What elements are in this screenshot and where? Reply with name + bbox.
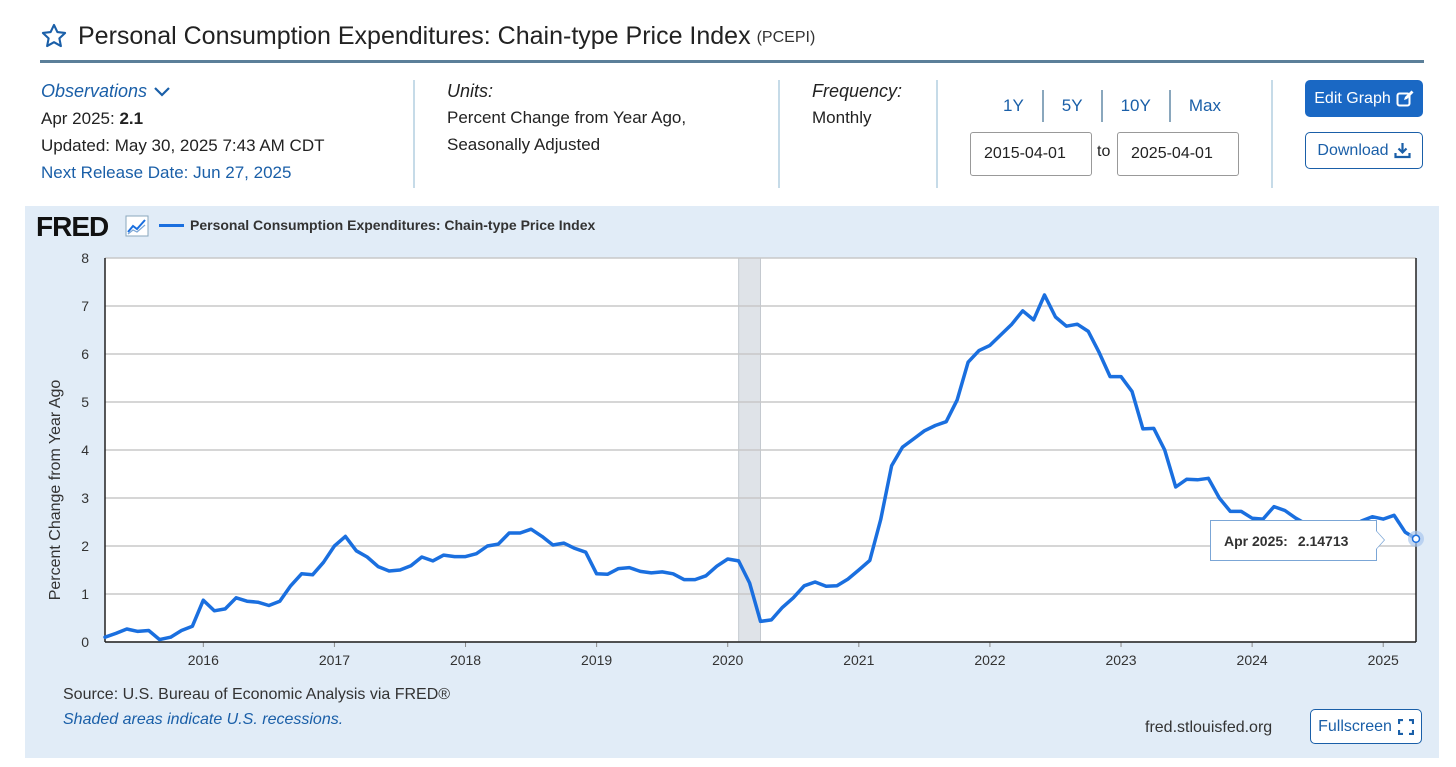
legend-swatch xyxy=(159,223,184,227)
recession-note[interactable]: Shaded areas indicate U.S. recessions. xyxy=(63,711,344,728)
units-line-2: Seasonally Adjusted xyxy=(447,135,601,154)
observations-label[interactable]: Observations xyxy=(41,81,148,101)
chart-tooltip: Apr 2025: 2.14713 xyxy=(1210,520,1377,561)
y-tick-label: 6 xyxy=(81,346,89,362)
frequency-block: Frequency: Monthly xyxy=(812,78,902,131)
edit-graph-button[interactable]: Edit Graph xyxy=(1305,80,1423,117)
series-line xyxy=(103,293,1418,642)
date-range-to-label: to xyxy=(1097,143,1111,160)
tooltip-date: Apr 2025: xyxy=(1224,532,1288,549)
units-label: Units: xyxy=(447,81,494,101)
y-tick-label: 8 xyxy=(81,250,89,266)
observations-dropdown[interactable]: Observations xyxy=(41,78,325,105)
y-tick-label: 5 xyxy=(81,394,89,410)
y-tick-label: 2 xyxy=(81,538,89,554)
units-line-1: Percent Change from Year Ago, xyxy=(447,108,687,127)
updated-text: Updated: May 30, 2025 7:43 AM CDT xyxy=(41,136,325,155)
range-max-button[interactable]: Max xyxy=(1188,96,1221,115)
y-tick-label: 0 xyxy=(81,634,89,650)
page-title: Personal Consumption Expenditures: Chain… xyxy=(78,21,751,50)
divider xyxy=(1271,80,1273,188)
latest-date: Apr 2025: xyxy=(41,109,115,128)
observations-block: Observations Apr 2025: 2.1 Updated: May … xyxy=(41,78,325,186)
site-link[interactable]: fred.stlouisfed.org xyxy=(1145,719,1273,736)
fullscreen-label: Fullscreen xyxy=(1318,717,1392,735)
tooltip-arrow xyxy=(1376,531,1384,549)
range-1y-button[interactable]: 1Y xyxy=(985,90,1044,122)
x-tick-label: 2019 xyxy=(581,652,612,668)
chevron-down-icon[interactable] xyxy=(153,86,171,98)
y-tick-label: 3 xyxy=(81,490,89,506)
title-row: Personal Consumption Expenditures: Chain… xyxy=(40,16,815,56)
range-buttons: 1Y 5Y 10Y Max xyxy=(985,90,1239,122)
y-tick-label: 7 xyxy=(81,298,89,314)
fred-graph-icon xyxy=(125,215,149,237)
tooltip-value: 2.14713 xyxy=(1297,532,1349,549)
download-icon xyxy=(1393,143,1411,159)
fred-logo: FRED xyxy=(36,211,109,242)
y-axis-title: Percent Change from Year Ago xyxy=(47,380,64,601)
star-icon[interactable] xyxy=(40,22,68,50)
chart-legend: Personal Consumption Expenditures: Chain… xyxy=(159,217,595,233)
title-divider xyxy=(40,60,1424,63)
x-tick-label: 2021 xyxy=(843,652,874,668)
divider xyxy=(936,80,938,188)
range-5y-button[interactable]: 5Y xyxy=(1044,90,1103,122)
fullscreen-icon xyxy=(1397,718,1414,735)
next-release-link[interactable]: Next Release Date: Jun 27, 2025 xyxy=(41,163,292,182)
divider xyxy=(413,80,415,188)
divider xyxy=(778,80,780,188)
x-tick-label: 2017 xyxy=(319,652,350,668)
fullscreen-button[interactable]: Fullscreen xyxy=(1310,709,1422,744)
latest-observation: Apr 2025: 2.1 xyxy=(41,105,325,132)
edit-graph-label: Edit Graph xyxy=(1314,89,1391,107)
frequency-label: Frequency: xyxy=(812,81,903,101)
source-note: Source: U.S. Bureau of Economic Analysis… xyxy=(63,686,451,703)
x-tick-label: 2018 xyxy=(450,652,481,668)
units-block: Units: Percent Change from Year Ago, Sea… xyxy=(447,78,686,158)
x-tick-label: 2025 xyxy=(1368,652,1399,668)
edit-icon xyxy=(1396,90,1414,106)
download-label: Download xyxy=(1317,141,1389,159)
latest-value: 2.1 xyxy=(119,109,144,128)
x-tick-label: 2016 xyxy=(188,652,219,668)
x-tick-label: 2020 xyxy=(712,652,743,668)
hover-point xyxy=(1411,534,1421,544)
y-tick-label: 4 xyxy=(81,442,89,458)
y-tick-label: 1 xyxy=(81,586,89,602)
x-tick-label: 2023 xyxy=(1105,652,1136,668)
download-button[interactable]: Download xyxy=(1305,132,1423,169)
legend-label: Personal Consumption Expenditures: Chain… xyxy=(190,217,596,233)
series-code: (PCEPI) xyxy=(756,29,816,46)
x-tick-label: 2024 xyxy=(1237,652,1268,668)
frequency-value: Monthly xyxy=(812,108,872,127)
end-date-input[interactable]: 2025-04-01 xyxy=(1117,132,1239,176)
x-tick-label: 2022 xyxy=(974,652,1005,668)
start-date-input[interactable]: 2015-04-01 xyxy=(970,132,1092,176)
range-10y-button[interactable]: 10Y xyxy=(1103,90,1171,122)
